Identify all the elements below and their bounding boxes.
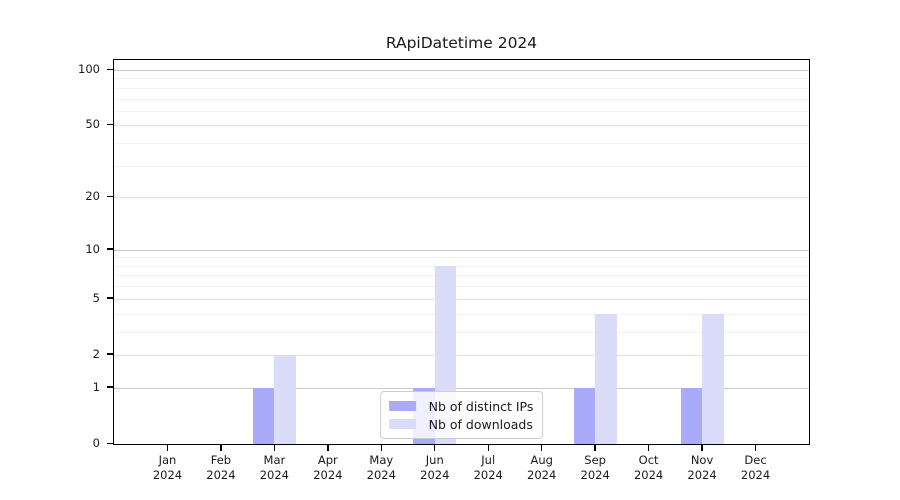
grid-layer bbox=[114, 60, 809, 444]
y-tick-mark bbox=[107, 68, 113, 70]
legend-swatch-downloads bbox=[388, 419, 416, 429]
x-tick-label-may: May 2024 bbox=[366, 453, 396, 482]
gridline-minor bbox=[114, 313, 809, 315]
plot-area: Nb of distinct IPs Nb of downloads bbox=[113, 59, 810, 445]
x-tick-mark bbox=[434, 445, 436, 451]
gridline-decade bbox=[114, 249, 809, 251]
legend: Nb of distinct IPs Nb of downloads bbox=[379, 391, 544, 439]
gridline-minor bbox=[114, 143, 809, 145]
gridline-labeled bbox=[114, 354, 809, 356]
legend-label-downloads: Nb of downloads bbox=[428, 416, 533, 432]
gridline-minor bbox=[114, 265, 809, 267]
gridline-labeled bbox=[114, 298, 809, 300]
x-tick-mark bbox=[487, 445, 489, 451]
x-tick-label-nov: Nov 2024 bbox=[687, 453, 717, 482]
y-tick-mark bbox=[107, 386, 113, 388]
x-tick-mark bbox=[647, 445, 650, 451]
y-tick-label: 10 bbox=[85, 241, 100, 256]
x-tick-label-jun: Jun 2024 bbox=[420, 453, 450, 482]
x-tick-label-oct: Oct 2024 bbox=[633, 453, 664, 482]
x-axis: Jan 2024 Feb 2024 Mar 2024 Apr 2024 May 2024 Jun 20… bbox=[113, 445, 810, 495]
gridline-minor bbox=[114, 165, 809, 167]
x-tick-label-apr: Apr 2024 bbox=[313, 453, 343, 482]
chart-title: RApiDatetime 2024 bbox=[385, 34, 538, 52]
x-tick-mark bbox=[380, 445, 382, 451]
bar-layer bbox=[114, 60, 809, 444]
y-tick-label: 0 bbox=[92, 436, 100, 450]
x-tick-mark bbox=[327, 445, 329, 451]
x-tick-label-aug: Aug 2024 bbox=[527, 453, 557, 482]
x-tick-mark bbox=[701, 445, 703, 451]
y-tick-mark bbox=[107, 297, 113, 299]
legend-label-distinct-ips: Nb of distinct IPs bbox=[428, 398, 534, 414]
y-tick-label: 5 bbox=[92, 290, 100, 305]
gridline-minor bbox=[114, 110, 809, 112]
x-tick-mark bbox=[273, 445, 276, 451]
y-tick-label: 1 bbox=[92, 379, 100, 394]
x-tick-label-sep: Sep 2024 bbox=[580, 453, 610, 482]
gridline-minor bbox=[114, 98, 809, 100]
x-tick-label-jan: Jan 2024 bbox=[152, 453, 183, 482]
bar-mar-downloads bbox=[274, 354, 296, 444]
gridline-minor bbox=[114, 87, 809, 89]
x-tick-mark bbox=[166, 445, 169, 451]
gridline-decade bbox=[114, 387, 809, 389]
gridline-labeled bbox=[114, 197, 809, 199]
x-tick-label-mar: Mar 2024 bbox=[259, 453, 290, 482]
y-tick-mark bbox=[107, 123, 113, 126]
x-tick-mark bbox=[540, 445, 543, 451]
bar-mar-distinct-ips bbox=[252, 387, 275, 444]
bar-nov-distinct-ips bbox=[680, 387, 703, 444]
gridline-minor bbox=[114, 275, 809, 277]
y-tick-mark bbox=[107, 442, 113, 444]
gridline-minor bbox=[114, 286, 809, 288]
y-tick-mark bbox=[107, 353, 113, 355]
bar-sep-downloads bbox=[595, 313, 617, 444]
gridline-minor bbox=[114, 78, 809, 80]
y-tick-label: 100 bbox=[78, 62, 100, 76]
bar-sep-distinct-ips bbox=[573, 387, 596, 444]
y-tick-mark bbox=[107, 248, 113, 250]
y-tick-label: 2 bbox=[92, 346, 100, 361]
x-tick-mark bbox=[754, 445, 757, 451]
legend-item-distinct-ips: Nb of distinct IPs bbox=[388, 397, 534, 415]
bar-nov-downloads bbox=[702, 313, 724, 444]
y-tick-label: 50 bbox=[85, 117, 100, 132]
gridline-minor bbox=[114, 331, 809, 333]
gridline-decade bbox=[114, 70, 809, 71]
gridline-minor bbox=[114, 257, 809, 259]
x-tick-label-dec: Dec 2024 bbox=[740, 453, 771, 482]
y-tick-mark bbox=[107, 195, 113, 198]
x-tick-mark bbox=[594, 445, 596, 451]
legend-swatch-distinct-ips bbox=[388, 401, 416, 411]
legend-item-downloads: Nb of downloads bbox=[388, 415, 534, 433]
x-tick-mark bbox=[220, 445, 222, 451]
x-tick-label-jul: Jul 2024 bbox=[473, 453, 503, 482]
x-tick-label-feb: Feb 2024 bbox=[206, 453, 236, 482]
y-axis: 0 1 2 5 10 20 50 100 bbox=[0, 59, 113, 450]
gridline-labeled bbox=[114, 125, 809, 127]
y-tick-label: 20 bbox=[85, 189, 100, 204]
